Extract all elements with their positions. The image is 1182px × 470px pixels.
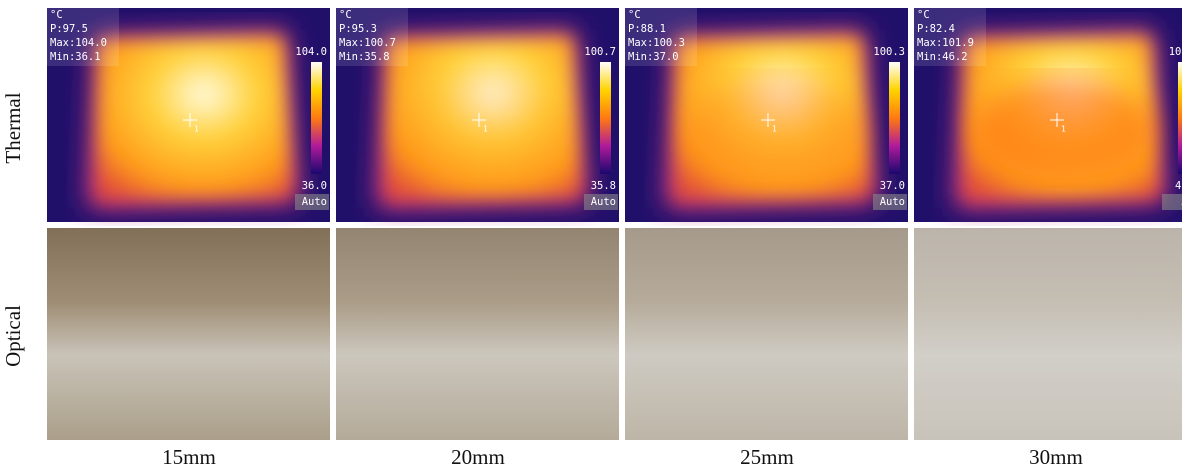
scale-min: 35.8	[591, 180, 616, 192]
color-scale	[1178, 62, 1182, 174]
optical-image	[47, 228, 330, 440]
thermal-image: °C P:88.1 Max:100.3 Min:37.0 100.3 37.0 Auto 1	[625, 8, 908, 222]
point-temp: P:82.4	[917, 23, 955, 35]
optical-image	[336, 228, 619, 440]
color-scale	[600, 62, 611, 174]
hot-core	[95, 36, 293, 202]
point-temp: P:88.1	[628, 23, 666, 35]
mode: Auto	[880, 196, 905, 208]
max-temp: Max:100.3	[628, 37, 685, 49]
min-temp: Min:37.0	[628, 51, 679, 63]
thermal-content: °C P:97.5 Max:104.0 Min:36.1 104.0 36.0 Auto 1	[47, 8, 330, 222]
unit: °C	[628, 9, 641, 21]
min-temp: Min:35.8	[339, 51, 390, 63]
optical-image	[625, 228, 908, 440]
column-label: 25mm	[740, 445, 794, 469]
scale-max: 100.7	[584, 46, 616, 58]
point-temp: P:95.3	[339, 23, 377, 35]
marker: 1	[772, 125, 777, 134]
row-label: Thermal	[1, 92, 25, 163]
column-label: 15mm	[162, 445, 216, 469]
mode: Auto	[591, 196, 616, 208]
max-temp: Max:101.9	[917, 37, 974, 49]
scale-max: 104.0	[295, 46, 327, 58]
marker: 1	[483, 125, 488, 134]
scale-max: 101.	[1169, 46, 1182, 58]
point-temp: P:97.5	[50, 23, 88, 35]
color-scale	[311, 62, 322, 174]
min-temp: Min:46.2	[917, 51, 968, 63]
mode: Auto	[302, 196, 327, 208]
max-temp: Max:104.0	[50, 37, 107, 49]
scale-max: 100.3	[873, 46, 905, 58]
scale-min: 36.0	[302, 180, 327, 192]
optical-stain	[47, 228, 330, 440]
thermal-image: °C P:97.5 Max:104.0 Min:36.1 104.0 36.0 Auto 1	[47, 8, 330, 222]
thermal-content: °C P:88.1 Max:100.3 Min:37.0 100.3 37.0 Auto 1	[625, 8, 908, 222]
scale-min: 37.0	[880, 180, 905, 192]
optical-image	[914, 228, 1182, 440]
unit: °C	[50, 9, 63, 21]
min-temp: Min:36.1	[50, 51, 101, 63]
max-temp: Max:100.7	[339, 37, 396, 49]
column-label: 20mm	[451, 445, 505, 469]
unit: °C	[339, 9, 352, 21]
thermal-content: °C P:95.3 Max:100.7 Min:35.8 100.7 35.8 Auto 1	[336, 8, 619, 222]
figure: Thermal Optical °C P:97.5 Max:104.0 Min:36.…	[0, 0, 1182, 470]
marker: 1	[194, 125, 199, 134]
marker: 1	[1061, 125, 1066, 134]
scale-min: 46.	[1175, 180, 1182, 192]
optical-stain	[625, 228, 908, 440]
thermal-image: °C P:95.3 Max:100.7 Min:35.8 100.7 35.8 Auto 1	[336, 8, 619, 222]
unit: °C	[917, 9, 930, 21]
optical-stain	[914, 228, 1182, 440]
mode-box	[1162, 194, 1182, 210]
optical-stain	[336, 228, 619, 440]
color-scale	[889, 62, 900, 174]
row-label: Optical	[1, 305, 25, 367]
column-label: 30mm	[1029, 445, 1083, 469]
